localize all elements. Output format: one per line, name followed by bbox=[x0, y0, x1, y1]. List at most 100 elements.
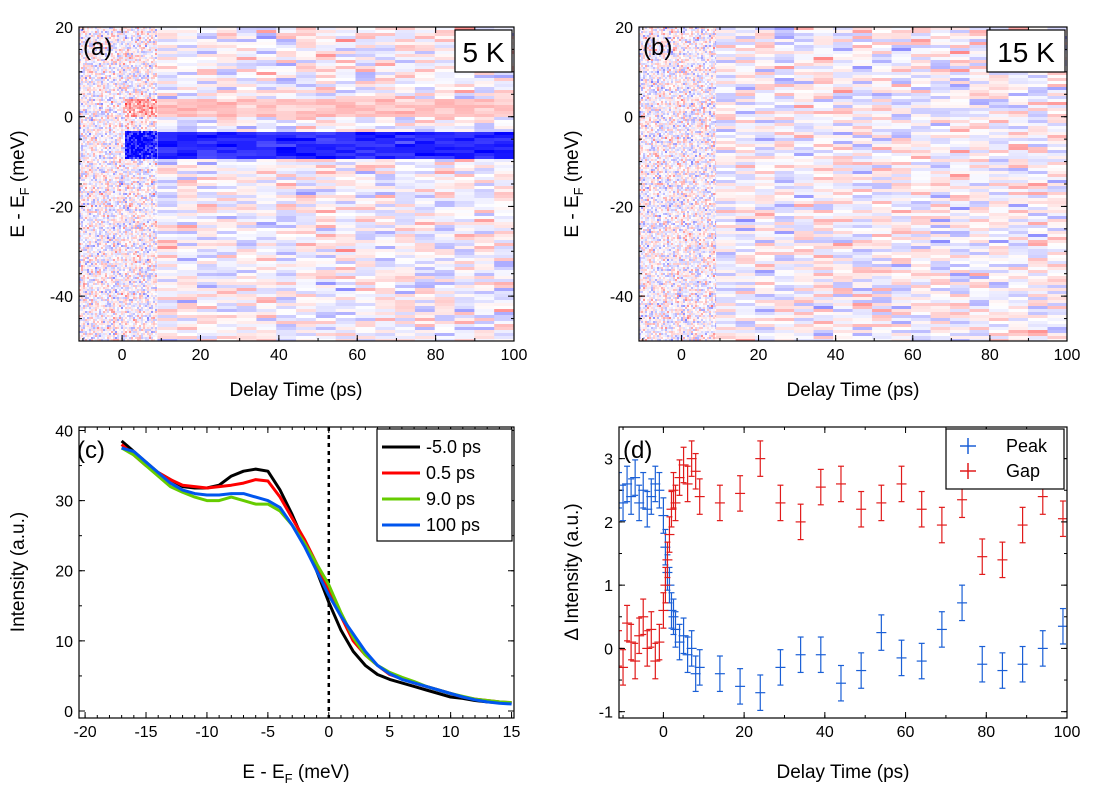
heatmap-pixel bbox=[95, 189, 97, 191]
heatmap-pixel bbox=[97, 69, 99, 71]
heatmap-pixel bbox=[109, 199, 111, 201]
heatmap-pixel bbox=[113, 263, 115, 265]
heatmap-pixel bbox=[113, 229, 115, 231]
heatmap-pixel bbox=[135, 255, 137, 257]
heatmap-pixel bbox=[115, 191, 117, 193]
heatmap-pixel bbox=[139, 163, 141, 165]
heatmap-pixel bbox=[139, 157, 141, 159]
heatmap-pixel bbox=[151, 233, 153, 235]
heatmap-pixel bbox=[89, 47, 91, 49]
heatmap-pixel bbox=[97, 273, 99, 275]
heatmap-pixel bbox=[143, 127, 145, 129]
heatmap-pixel bbox=[87, 187, 89, 189]
heatmap-pixel bbox=[123, 175, 125, 177]
heatmap-pixel bbox=[139, 245, 141, 247]
heatmap-pixel bbox=[87, 41, 89, 43]
heatmap-pixel bbox=[137, 191, 139, 193]
heatmap-pixel bbox=[135, 119, 137, 121]
heatmap-pixel bbox=[129, 269, 131, 271]
heatmap-pixel bbox=[99, 243, 101, 245]
heatmap-pixel bbox=[105, 39, 107, 41]
heatmap-pixel bbox=[141, 157, 143, 159]
heatmap-pixel bbox=[145, 233, 147, 235]
heatmap-pixel bbox=[107, 69, 109, 71]
heatmap-pixel bbox=[147, 101, 149, 103]
heatmap-pixel bbox=[147, 207, 149, 209]
heatmap-pixel bbox=[83, 53, 85, 55]
heatmap-pixel bbox=[111, 205, 113, 207]
heatmap-pixel bbox=[135, 223, 137, 225]
heatmap-pixel bbox=[119, 185, 121, 187]
heatmap-pixel bbox=[109, 275, 111, 277]
heatmap-pixel bbox=[91, 147, 93, 149]
heatmap-pixel bbox=[105, 223, 107, 225]
heatmap-pixel bbox=[135, 55, 137, 57]
heatmap-pixel bbox=[127, 101, 129, 103]
heatmap-pixel bbox=[87, 235, 89, 237]
heatmap-pixel bbox=[149, 247, 151, 249]
heatmap-pixel bbox=[93, 173, 95, 175]
heatmap-pixel bbox=[155, 101, 157, 103]
heatmap-pixel bbox=[131, 37, 133, 39]
heatmap-pixel bbox=[147, 105, 149, 107]
heatmap-pixel bbox=[113, 207, 115, 209]
heatmap-pixel bbox=[81, 153, 83, 155]
heatmap-pixel bbox=[107, 113, 109, 115]
heatmap-pixel bbox=[127, 205, 129, 207]
heatmap-pixel bbox=[129, 55, 131, 57]
heatmap-pixel bbox=[87, 227, 89, 229]
heatmap-pixel bbox=[117, 217, 119, 219]
heatmap-pixel bbox=[129, 69, 131, 71]
heatmap-pixel bbox=[131, 75, 133, 77]
heatmap-pixel bbox=[113, 101, 115, 103]
heatmap-pixel bbox=[101, 105, 103, 107]
heatmap-pixel bbox=[95, 87, 97, 89]
heatmap-pixel bbox=[143, 131, 145, 133]
heatmap-pixel bbox=[89, 49, 91, 51]
heatmap-pixel bbox=[87, 107, 89, 109]
heatmap-pixel bbox=[137, 81, 139, 83]
heatmap-pixel bbox=[109, 267, 111, 269]
heatmap-pixel bbox=[87, 211, 89, 213]
heatmap-pixel bbox=[105, 183, 107, 185]
heatmap-pixel bbox=[85, 269, 87, 271]
heatmap-pixel bbox=[113, 261, 115, 263]
heatmap-pixel bbox=[117, 101, 119, 103]
heatmap-pixel bbox=[155, 181, 157, 183]
heatmap-pixel bbox=[99, 55, 101, 57]
heatmap-pixel bbox=[97, 143, 99, 145]
heatmap-pixel bbox=[91, 93, 93, 95]
heatmap-pixel bbox=[121, 155, 123, 157]
heatmap-pixel bbox=[111, 53, 113, 55]
heatmap-pixel bbox=[123, 185, 125, 187]
heatmap-pixel bbox=[105, 147, 107, 149]
heatmap-pixel bbox=[123, 159, 125, 161]
heatmap-pixel bbox=[107, 71, 109, 73]
heatmap-pixel bbox=[129, 141, 131, 143]
heatmap-pixel bbox=[93, 149, 95, 151]
heatmap-pixel bbox=[95, 181, 97, 183]
heatmap-pixel bbox=[89, 87, 91, 89]
heatmap-pixel bbox=[97, 145, 99, 147]
heatmap-pixel bbox=[81, 141, 83, 143]
heatmap-pixel bbox=[135, 189, 137, 191]
heatmap-pixel bbox=[85, 103, 87, 105]
heatmap-pixel bbox=[151, 129, 153, 131]
heatmap-pixel bbox=[79, 75, 81, 77]
heatmap-pixel bbox=[155, 225, 157, 227]
heatmap-pixel bbox=[97, 61, 99, 63]
heatmap-pixel bbox=[93, 269, 95, 271]
heatmap-pixel bbox=[123, 77, 125, 79]
heatmap-pixel bbox=[119, 247, 121, 249]
heatmap-pixel bbox=[109, 173, 111, 175]
heatmap-pixel bbox=[97, 149, 99, 151]
heatmap-pixel bbox=[111, 125, 113, 127]
heatmap-pixel bbox=[119, 49, 121, 51]
heatmap-pixel bbox=[99, 87, 101, 89]
heatmap-pixel bbox=[139, 277, 141, 279]
heatmap-pixel bbox=[113, 123, 115, 125]
heatmap-pixel bbox=[145, 171, 147, 173]
heatmap-pixel bbox=[153, 273, 155, 275]
heatmap-pixel bbox=[89, 145, 91, 147]
heatmap-pixel bbox=[141, 101, 143, 103]
